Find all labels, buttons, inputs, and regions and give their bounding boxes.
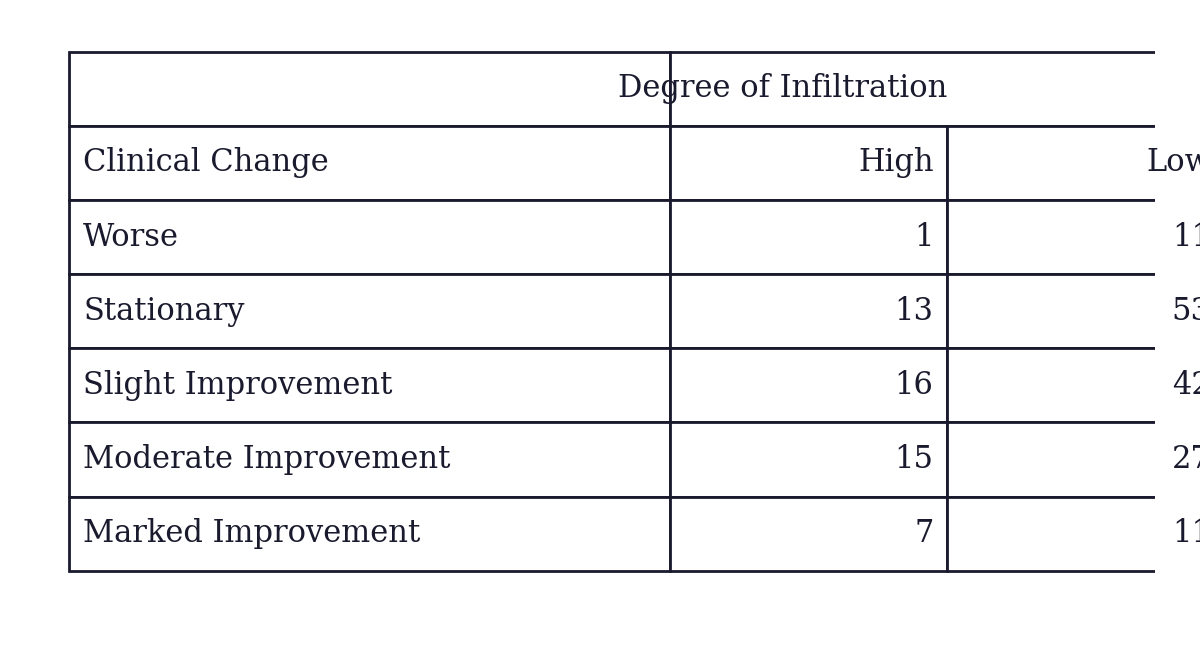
Bar <box>70 126 670 200</box>
Text: Marked Improvement: Marked Improvement <box>83 518 420 550</box>
Text: Slight Improvement: Slight Improvement <box>83 370 392 401</box>
Text: 11: 11 <box>1172 221 1200 253</box>
Bar <box>70 52 670 126</box>
Bar <box>670 274 947 348</box>
Text: Stationary: Stationary <box>83 295 245 327</box>
Text: High: High <box>858 147 934 179</box>
Text: 1: 1 <box>914 221 934 253</box>
Bar <box>670 52 1200 126</box>
Text: 15: 15 <box>894 444 934 475</box>
Bar <box>670 497 947 571</box>
Bar <box>70 274 670 348</box>
Text: Degree of Infiltration: Degree of Infiltration <box>618 73 947 104</box>
Bar <box>670 126 947 200</box>
Bar <box>947 200 1200 274</box>
Text: Low: Low <box>1146 147 1200 179</box>
Text: 16: 16 <box>895 370 934 401</box>
Bar <box>70 497 670 571</box>
Bar <box>947 126 1200 200</box>
Text: 7: 7 <box>914 518 934 550</box>
Bar <box>947 497 1200 571</box>
Bar <box>947 274 1200 348</box>
Bar <box>947 422 1200 497</box>
Text: Worse: Worse <box>83 221 179 253</box>
Text: 13: 13 <box>894 295 934 327</box>
Bar <box>947 348 1200 422</box>
Bar <box>70 200 670 274</box>
Text: 11: 11 <box>1172 518 1200 550</box>
Bar <box>70 422 670 497</box>
Text: 53: 53 <box>1172 295 1200 327</box>
Text: 42: 42 <box>1172 370 1200 401</box>
Text: Moderate Improvement: Moderate Improvement <box>83 444 450 475</box>
Bar <box>670 200 947 274</box>
Bar <box>70 348 670 422</box>
Bar <box>670 348 947 422</box>
Bar <box>670 422 947 497</box>
Text: Clinical Change: Clinical Change <box>83 147 329 179</box>
Text: 27: 27 <box>1172 444 1200 475</box>
